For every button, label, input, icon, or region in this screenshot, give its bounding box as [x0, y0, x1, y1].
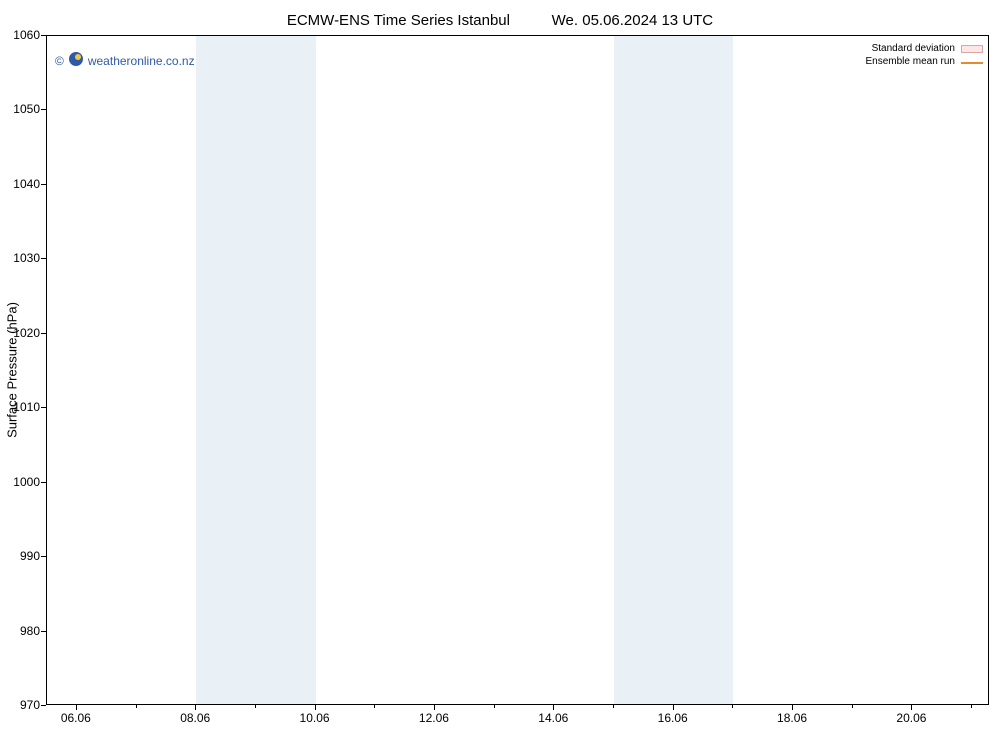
y-tick-label: 1010	[0, 400, 40, 414]
copyright-symbol: ©	[55, 54, 64, 68]
y-tick-label: 980	[0, 624, 40, 638]
x-tick-label: 14.06	[538, 711, 568, 725]
legend-swatch	[961, 45, 983, 53]
y-tick-mark	[41, 258, 46, 259]
y-tick-mark	[41, 109, 46, 110]
x-tick-mark-major	[195, 705, 196, 710]
x-tick-label: 16.06	[658, 711, 688, 725]
y-tick-mark	[41, 407, 46, 408]
x-tick-label: 06.06	[61, 711, 91, 725]
legend-item: Ensemble mean run	[866, 55, 984, 68]
y-tick-mark	[41, 556, 46, 557]
y-tick-mark	[41, 184, 46, 185]
chart-legend: Standard deviation Ensemble mean run	[864, 40, 986, 70]
x-tick-label: 18.06	[777, 711, 807, 725]
legend-item: Standard deviation	[866, 42, 984, 55]
x-tick-mark-minor	[613, 705, 614, 708]
x-tick-label: 20.06	[896, 711, 926, 725]
y-tick-mark	[41, 482, 46, 483]
y-axis-label: Surface Pressure (hPa)	[5, 302, 20, 438]
x-tick-mark-major	[315, 705, 316, 710]
x-tick-mark-major	[553, 705, 554, 710]
y-tick-label: 1030	[0, 251, 40, 265]
legend-label: Ensemble mean run	[866, 56, 956, 67]
x-tick-mark-minor	[494, 705, 495, 708]
y-tick-mark	[41, 35, 46, 36]
y-tick-label: 970	[0, 698, 40, 712]
legend-label: Standard deviation	[872, 43, 955, 54]
x-tick-mark-minor	[136, 705, 137, 708]
x-tick-mark-minor	[255, 705, 256, 708]
x-tick-mark-major	[673, 705, 674, 710]
pressure-chart: ECMW-ENS Time Series Istanbul We. 05.06.…	[0, 0, 1000, 733]
y-tick-label: 1000	[0, 475, 40, 489]
y-tick-mark	[41, 705, 46, 706]
legend-swatch	[961, 62, 983, 64]
x-tick-mark-major	[911, 705, 912, 710]
y-tick-label: 990	[0, 549, 40, 563]
weekend-band	[614, 36, 733, 704]
weekend-band	[196, 36, 315, 704]
title-dataset: ECMW-ENS Time Series Istanbul	[287, 12, 510, 29]
x-tick-label: 10.06	[300, 711, 330, 725]
x-tick-label: 08.06	[180, 711, 210, 725]
x-tick-mark-minor	[374, 705, 375, 708]
plot-area: © weatheronline.co.nz Standard deviation…	[46, 35, 989, 705]
y-tick-label: 1050	[0, 102, 40, 116]
chart-title: ECMW-ENS Time Series Istanbul We. 05.06.…	[0, 12, 1000, 29]
y-tick-label: 1040	[0, 177, 40, 191]
y-tick-mark	[41, 333, 46, 334]
y-tick-label: 1060	[0, 28, 40, 42]
x-tick-mark-minor	[852, 705, 853, 708]
watermark-logo-icon	[68, 51, 84, 70]
title-datetime: We. 05.06.2024 13 UTC	[552, 12, 713, 29]
x-tick-mark-major	[792, 705, 793, 710]
x-tick-label: 12.06	[419, 711, 449, 725]
watermark: © weatheronline.co.nz	[55, 51, 195, 70]
x-tick-mark-minor	[732, 705, 733, 708]
y-tick-label: 1020	[0, 326, 40, 340]
watermark-text: weatheronline.co.nz	[88, 54, 195, 68]
y-tick-mark	[41, 631, 46, 632]
x-tick-mark-minor	[971, 705, 972, 708]
x-tick-mark-major	[434, 705, 435, 710]
x-tick-mark-major	[76, 705, 77, 710]
